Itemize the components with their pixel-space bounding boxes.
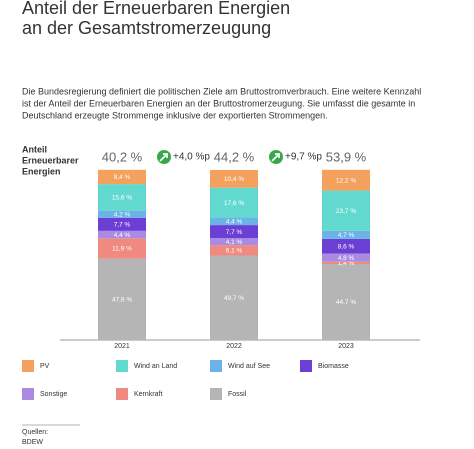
legend-swatch [22, 360, 34, 372]
bar-segment [322, 261, 370, 265]
bar-segment [98, 238, 146, 259]
bar-segment [98, 258, 146, 340]
total-label: 44,2 % [214, 149, 255, 164]
y-label: Anteil [22, 144, 47, 154]
value-label: 7,7 % [226, 229, 243, 236]
legend-label: Biomasse [318, 363, 349, 370]
x-tick-label: 2022 [226, 343, 242, 350]
value-label: 8,4 % [114, 174, 131, 181]
value-label: 8,6 % [338, 243, 355, 250]
value-label: 6,1 % [226, 248, 243, 255]
chart-title: an der Gesamtstromerzeugung [22, 18, 271, 38]
description: Die Bundesregierung definiert die politi… [22, 86, 421, 96]
legend-label: Wind an Land [134, 363, 177, 370]
description: ist der Anteil der Erneuerbaren Energien… [22, 98, 415, 108]
legend-label: Wind auf See [228, 363, 270, 370]
bar-segment [322, 264, 370, 340]
value-label: 17,6 % [224, 200, 244, 207]
bar-segment [210, 238, 258, 246]
total-label: 40,2 % [102, 149, 143, 164]
legend-swatch [210, 360, 222, 372]
value-label: 4,4 % [226, 219, 243, 226]
value-label: 4,1 % [226, 239, 243, 246]
y-label: Energien [22, 166, 61, 176]
bar-segment [210, 245, 258, 256]
legend-swatch [116, 360, 128, 372]
bar-segment [322, 238, 370, 254]
change-label: +4,0 %p [173, 152, 210, 163]
value-label: 4,8 % [338, 255, 355, 262]
legend-label: Fossil [228, 391, 247, 398]
value-label: 23,7 % [336, 208, 356, 215]
change-icon [157, 150, 171, 164]
bar-segment [98, 184, 146, 211]
bar-segment [322, 169, 370, 191]
bar-segment [210, 255, 258, 340]
legend-label: Kernkraft [134, 391, 162, 398]
legend-swatch [300, 360, 312, 372]
y-label: Erneuerbarer [22, 155, 79, 165]
bar-segment [322, 230, 370, 239]
bar-segment [210, 187, 258, 218]
value-label: 44,7 % [336, 299, 356, 306]
value-label: 1,4 % [338, 260, 355, 267]
change-icon [269, 150, 283, 164]
value-label: 11,9 % [112, 246, 132, 253]
total-label: 53,9 % [326, 149, 367, 164]
value-label: 7,7 % [114, 222, 131, 229]
source: Quellen: [22, 429, 48, 436]
bar-segment [322, 253, 370, 262]
bar-segment [210, 217, 258, 226]
description: Deutschland erzeugte Strommenge inklusiv… [22, 110, 328, 120]
bar-segment [98, 230, 146, 239]
value-label: 4,7 % [338, 232, 355, 239]
source: BDEW [22, 439, 43, 446]
legend-swatch [210, 388, 222, 400]
value-label: 47,9 % [112, 297, 132, 304]
value-label: 49,7 % [224, 295, 244, 302]
value-label: 15,6 % [112, 195, 132, 202]
x-tick-label: 2023 [338, 343, 354, 350]
legend-swatch [22, 388, 34, 400]
x-tick-label: 2021 [114, 343, 130, 350]
bar-segment [98, 169, 146, 185]
bar-segment [322, 190, 370, 231]
value-label: 4,4 % [114, 232, 131, 239]
value-label: 4,2 % [114, 211, 131, 218]
value-label: 12,2 % [336, 177, 356, 184]
chart-title: Anteil der Erneuerbaren Energien [22, 0, 290, 18]
bar-segment [98, 210, 146, 218]
change-label: +9,7 %p [285, 152, 322, 163]
bar-segment [210, 225, 258, 239]
legend-label: Sonstige [40, 391, 67, 398]
legend-label: PV [40, 363, 50, 370]
bar-segment [98, 217, 146, 231]
value-label: 10,4 % [224, 176, 244, 183]
legend-swatch [116, 388, 128, 400]
bar-segment [210, 170, 258, 188]
